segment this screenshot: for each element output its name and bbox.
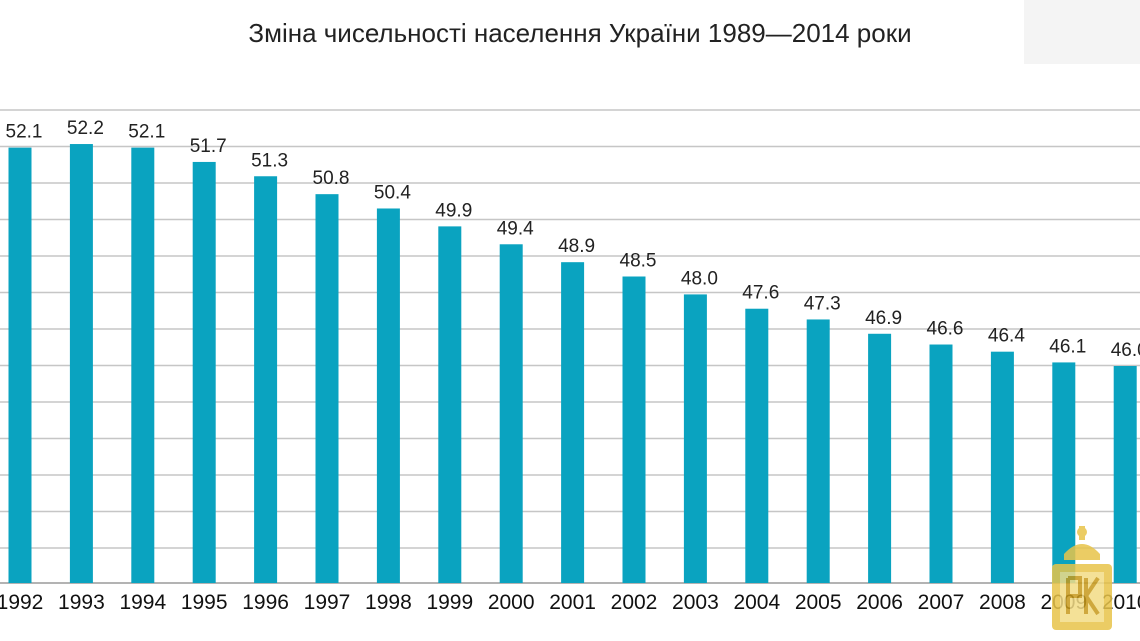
data-label-2001: 48.9 — [558, 236, 595, 257]
bar-1997 — [315, 194, 339, 583]
corner-panel — [1024, 0, 1140, 64]
x-tick-2003: 2003 — [672, 591, 719, 614]
data-label-2004: 47.6 — [742, 283, 779, 304]
chart-title: Зміна чисельності населення України 1989… — [248, 18, 912, 48]
bar-1995 — [192, 161, 216, 583]
data-label-2007: 46.6 — [927, 319, 964, 340]
bar-2005 — [806, 319, 830, 583]
x-tick-1992: 1992 — [0, 591, 43, 614]
data-label-1995: 51.7 — [190, 136, 227, 157]
bar-1993 — [69, 144, 93, 584]
data-label-1999: 49.9 — [435, 200, 472, 221]
x-tick-1999: 1999 — [426, 591, 473, 614]
coat-of-arms-icon — [1052, 526, 1112, 630]
bar-2010 — [1113, 366, 1137, 583]
bar-2003 — [683, 294, 707, 583]
x-tick-1997: 1997 — [304, 591, 351, 614]
data-labels: 52.1 52.2 52.1 51.7 51.3 50.8 50.4 49.9 49.4 48.9… — [6, 118, 1140, 361]
x-tick-1996: 1996 — [242, 591, 289, 614]
x-tick-2004: 2004 — [733, 591, 780, 614]
data-label-1996: 51.3 — [251, 150, 288, 171]
bar-2009 — [1052, 362, 1076, 583]
bar-2006 — [868, 333, 892, 583]
data-label-2003: 48.0 — [681, 268, 718, 289]
bar-2002 — [622, 276, 646, 583]
data-label-1993: 52.2 — [67, 118, 104, 139]
x-tick-2000: 2000 — [488, 591, 535, 614]
bar-2001 — [561, 262, 585, 583]
data-label-1997: 50.8 — [313, 168, 350, 189]
bar-1999 — [438, 226, 462, 583]
bar-1998 — [376, 208, 400, 584]
data-label-2000: 49.4 — [497, 218, 534, 239]
data-label-2009: 46.1 — [1049, 336, 1086, 357]
bar-2004 — [745, 308, 769, 583]
data-label-2008: 46.4 — [988, 326, 1025, 347]
x-tick-2007: 2007 — [918, 591, 965, 614]
x-tick-1993: 1993 — [58, 591, 105, 614]
bars — [8, 144, 1137, 584]
data-label-2006: 46.9 — [865, 308, 902, 329]
bar-1996 — [254, 176, 278, 583]
x-tick-labels: 1992 1993 1994 1995 1996 1997 1998 1999 2000 2001… — [0, 591, 1140, 614]
data-label-2002: 48.5 — [620, 251, 657, 272]
x-tick-2002: 2002 — [611, 591, 658, 614]
x-tick-2001: 2001 — [549, 591, 596, 614]
data-label-1992: 52.1 — [6, 122, 43, 143]
data-label-1994: 52.1 — [128, 122, 165, 143]
bar-2007 — [929, 344, 953, 583]
x-tick-2006: 2006 — [856, 591, 903, 614]
bar-2000 — [499, 244, 523, 583]
data-label-1998: 50.4 — [374, 182, 411, 203]
x-tick-2005: 2005 — [795, 591, 842, 614]
x-tick-1994: 1994 — [119, 591, 166, 614]
x-tick-1995: 1995 — [181, 591, 228, 614]
bar-1992 — [8, 147, 32, 583]
x-tick-1998: 1998 — [365, 591, 412, 614]
bar-2008 — [990, 351, 1014, 583]
data-label-2010: 46.0 — [1111, 340, 1140, 361]
bar-1994 — [131, 147, 155, 583]
data-label-2005: 47.3 — [804, 293, 841, 314]
x-tick-2008: 2008 — [979, 591, 1026, 614]
